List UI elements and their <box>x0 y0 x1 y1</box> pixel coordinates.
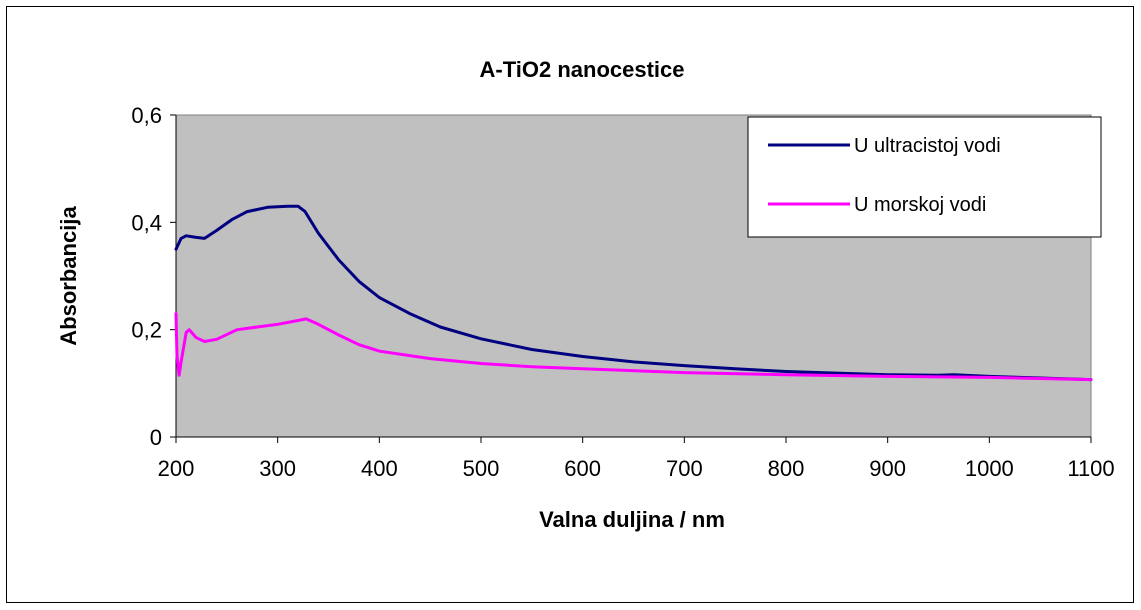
x-tick-label: 900 <box>869 456 906 481</box>
y-tick-label: 0,6 <box>131 103 162 128</box>
series-lines <box>174 204 1093 382</box>
x-tick-label: 800 <box>768 456 805 481</box>
x-tick-label: 700 <box>666 456 703 481</box>
x-tick-label: 300 <box>259 456 296 481</box>
x-axis-title: Valna duljina / nm <box>539 507 725 532</box>
legend: U ultracistoj vodi U morskoj vodi <box>747 116 1102 238</box>
y-tick-label: 0 <box>150 425 162 450</box>
x-axis-ticks: 200 300 400 500 600 700 800 900 1000 1100 <box>158 437 1115 481</box>
x-tick-label: 500 <box>463 456 500 481</box>
x-tick-label: 600 <box>564 456 601 481</box>
y-axis-title: Absorbancija <box>56 206 81 346</box>
x-tick-label: 1000 <box>965 456 1014 481</box>
x-tick-label: 1100 <box>1067 456 1114 481</box>
y-tick-label: 0,4 <box>131 210 162 235</box>
x-tick-label: 200 <box>158 456 195 481</box>
legend-label-1: U ultracistoj vodi <box>854 135 1001 157</box>
y-axis-ticks: 0 0,2 0,4 0,6 <box>131 103 176 450</box>
y-tick-label: 0,2 <box>131 318 162 343</box>
legend-box <box>747 116 1102 238</box>
chart-title: A-TiO2 nanocestice <box>480 57 685 82</box>
x-tick-label: 400 <box>361 456 398 481</box>
series-line-2 <box>174 312 1093 382</box>
legend-label-2: U morskoj vodi <box>854 194 986 216</box>
series-line-1 <box>174 204 1093 382</box>
